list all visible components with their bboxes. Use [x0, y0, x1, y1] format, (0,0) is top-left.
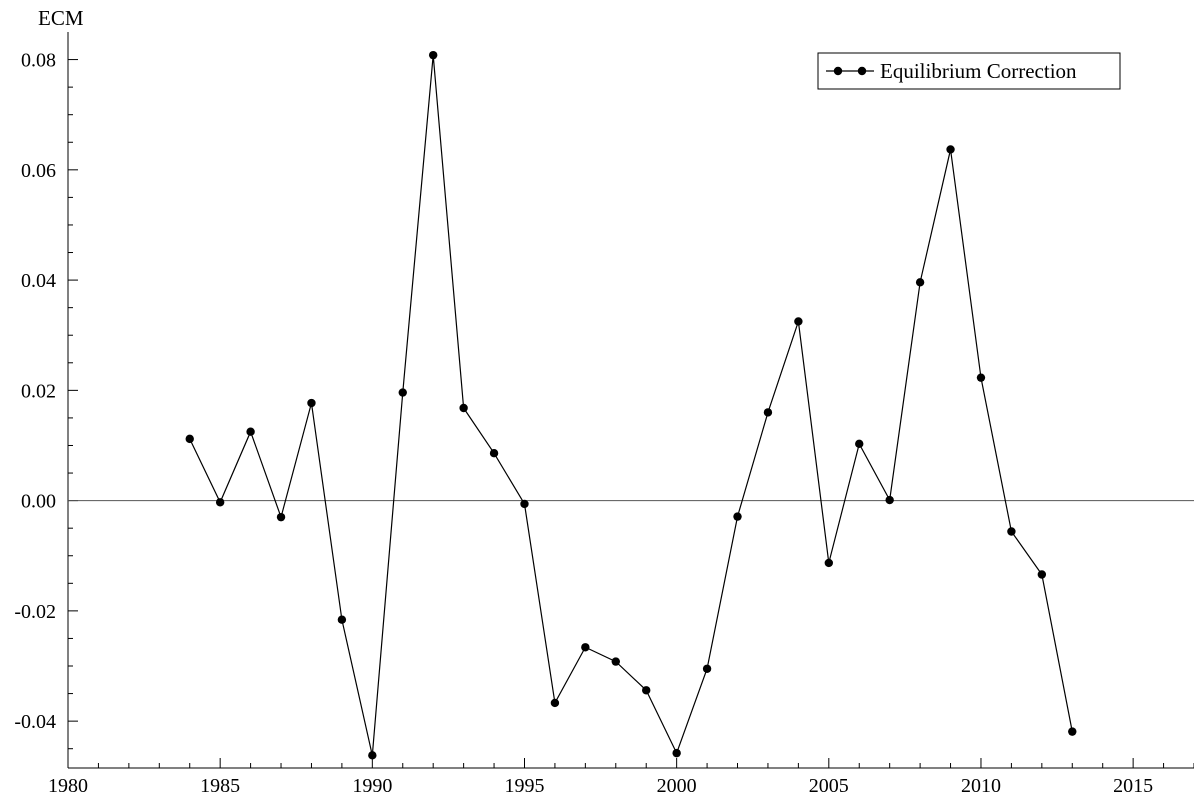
data-point — [1068, 727, 1077, 736]
x-tick-label: 1990 — [352, 775, 392, 797]
data-point — [702, 664, 712, 673]
data-point — [611, 657, 620, 666]
legend-marker — [833, 66, 843, 76]
x-tick-label: 1980 — [48, 775, 88, 797]
data-point — [1037, 570, 1047, 579]
data-point — [763, 408, 773, 417]
data-point — [855, 439, 864, 449]
data-point — [459, 403, 468, 413]
data-point — [550, 698, 560, 708]
legend-marker — [857, 66, 867, 76]
x-tick-label: 2010 — [961, 775, 1001, 797]
y-tick-label: 0.00 — [21, 491, 56, 513]
data-point — [307, 398, 316, 408]
series-line — [189, 55, 1073, 756]
data-point — [794, 317, 803, 326]
data-point — [489, 449, 499, 458]
data-point — [246, 427, 255, 436]
x-tick-label: 2015 — [1113, 775, 1153, 797]
data-point — [733, 512, 742, 521]
y-axis-label: ECM — [38, 6, 84, 30]
data-point — [642, 686, 651, 695]
y-tick-label: -0.02 — [14, 601, 56, 623]
y-tick-label: -0.04 — [14, 711, 56, 733]
y-tick-label: 0.04 — [21, 270, 56, 292]
y-tick-label: 0.06 — [21, 160, 56, 182]
data-point — [520, 499, 529, 509]
data-point — [185, 434, 194, 444]
x-tick-label: 2005 — [809, 775, 849, 797]
data-layer — [185, 50, 1077, 760]
data-point — [398, 388, 407, 397]
data-point — [581, 643, 590, 652]
x-tick-label: 1995 — [504, 775, 544, 797]
data-point — [672, 748, 681, 758]
data-point — [276, 512, 286, 522]
data-point — [976, 373, 986, 382]
data-point — [337, 615, 347, 624]
data-point — [915, 278, 925, 287]
data-point — [1007, 527, 1016, 536]
x-tick-label: 1985 — [200, 775, 240, 797]
data-point — [368, 751, 377, 760]
y-tick-label: 0.02 — [21, 380, 56, 402]
data-point — [428, 50, 438, 60]
data-point — [946, 145, 955, 154]
legend-label: Equilibrium Correction — [880, 59, 1077, 83]
x-tick-label: 2000 — [657, 775, 697, 797]
data-point — [824, 558, 834, 568]
data-point — [885, 495, 894, 505]
y-tick-label: 0.08 — [21, 50, 56, 72]
legend: Equilibrium Correction — [817, 52, 1121, 90]
data-point — [215, 498, 225, 507]
axes-layer: ECM -0.04 -0.02 0.00 0.02 0.04 0.06 0.08 1980 198… — [14, 6, 1194, 797]
